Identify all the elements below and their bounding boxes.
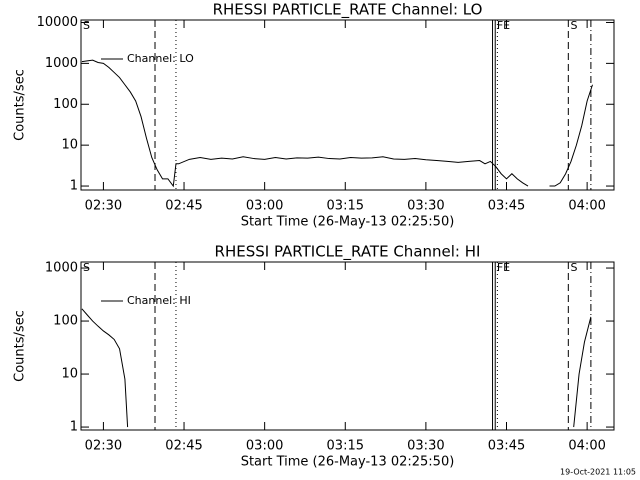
x-tick-label: 02:30 bbox=[85, 439, 122, 454]
annotation: S bbox=[570, 19, 577, 32]
x-axis-label: Start Time (26-May-13 02:25:50) bbox=[241, 215, 455, 230]
y-tick-label: 1000 bbox=[45, 56, 78, 71]
annotation: S bbox=[83, 261, 90, 274]
plot-frame bbox=[80, 261, 615, 431]
y-axis-label: Counts/sec bbox=[13, 310, 28, 382]
annotation: S bbox=[570, 261, 577, 274]
x-tick-label: 03:15 bbox=[327, 199, 364, 214]
legend-label: Channel: HI bbox=[127, 294, 191, 307]
x-tick-label: 02:45 bbox=[165, 199, 202, 214]
x-tick-label: 03:30 bbox=[407, 199, 444, 214]
y-tick-label: 10 bbox=[61, 367, 78, 382]
plot-frame bbox=[80, 19, 615, 191]
data-line bbox=[81, 59, 593, 188]
y-tick-label: 10 bbox=[61, 138, 78, 153]
y-tick-label: 100 bbox=[53, 314, 78, 329]
x-tick-label: 03:45 bbox=[488, 439, 525, 454]
y-tick-label: 10000 bbox=[37, 15, 78, 30]
x-tick-label: 04:00 bbox=[568, 439, 605, 454]
y-axis-label: Counts/sec bbox=[13, 69, 28, 141]
x-tick-label: 03:00 bbox=[246, 199, 283, 214]
x-axis-label: Start Time (26-May-13 02:25:50) bbox=[241, 455, 455, 470]
annotation: FE bbox=[497, 261, 510, 274]
y-tick-label: 100 bbox=[53, 97, 78, 112]
x-tick-label: 02:45 bbox=[165, 439, 202, 454]
x-tick-label: 04:00 bbox=[568, 199, 605, 214]
legend-label: Channel: LO bbox=[127, 52, 194, 65]
x-tick-label: 03:45 bbox=[488, 199, 525, 214]
x-tick-label: 03:15 bbox=[327, 439, 364, 454]
y-tick-label: 1 bbox=[70, 420, 78, 435]
footer: 19-Oct-2021 11:05 bbox=[560, 468, 636, 477]
annotation: S bbox=[83, 19, 90, 32]
x-tick-label: 02:30 bbox=[85, 199, 122, 214]
y-tick-label: 1 bbox=[70, 179, 78, 194]
chart-title: RHESSI PARTICLE_RATE Channel: LO bbox=[213, 1, 483, 20]
data-line bbox=[81, 308, 592, 428]
annotation: FE bbox=[497, 19, 510, 32]
x-tick-label: 03:00 bbox=[246, 439, 283, 454]
x-tick-label: 03:30 bbox=[407, 439, 444, 454]
y-tick-label: 1000 bbox=[45, 261, 78, 276]
chart-title: RHESSI PARTICLE_RATE Channel: HI bbox=[215, 243, 481, 262]
